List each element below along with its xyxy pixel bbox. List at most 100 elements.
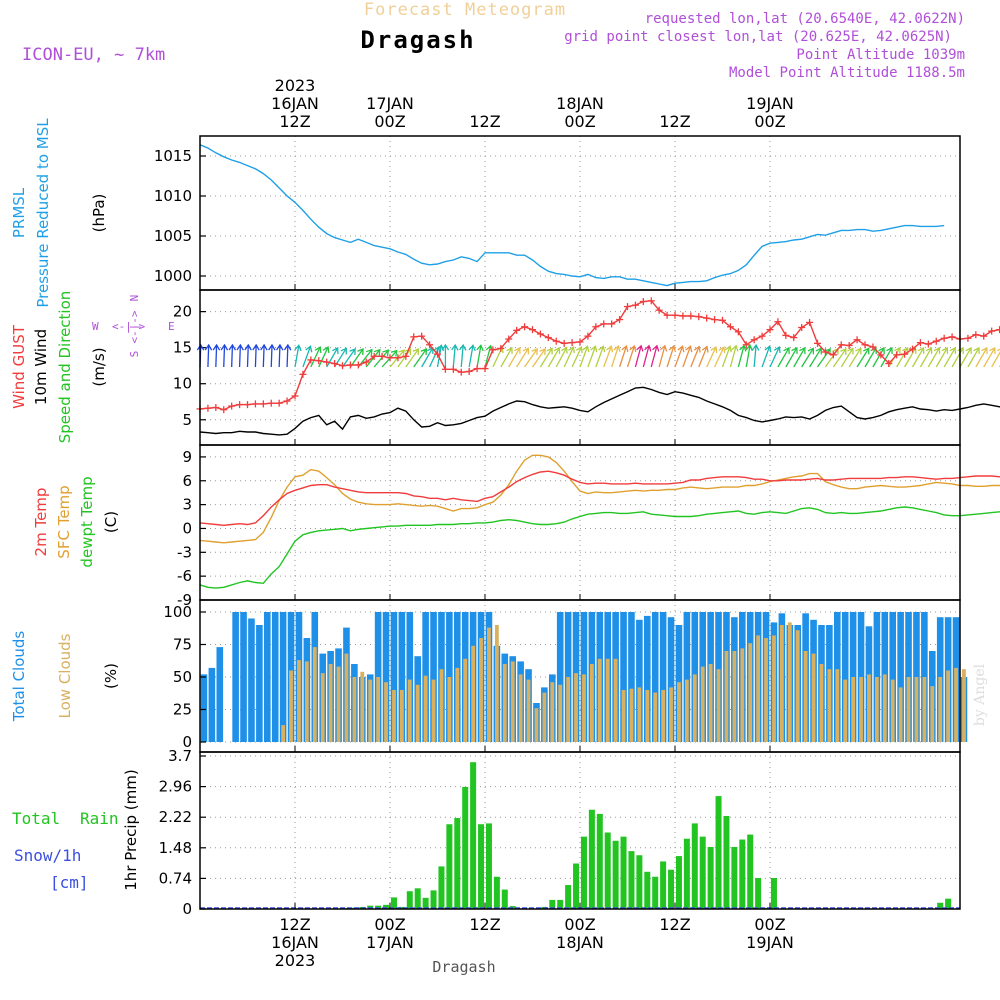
wind-arrow [769, 346, 780, 368]
precip-bar [747, 834, 754, 909]
wind-arrow-head [677, 345, 685, 353]
temp-label-2: SFC Temp [55, 485, 73, 558]
wind-arrow [389, 349, 405, 368]
low-cloud-bar [819, 664, 824, 742]
wind-arrow-head [724, 345, 732, 353]
low-cloud-bar [463, 658, 468, 742]
total-cloud-bar [659, 612, 667, 742]
precip-bar [644, 871, 651, 909]
precip-bar [422, 897, 429, 909]
wind-arrow [571, 346, 582, 368]
wind-arrow [904, 347, 917, 368]
pressure-ytick-label: 1000 [154, 267, 192, 285]
wind-arrow [555, 347, 568, 368]
low-cloud-bar [843, 679, 848, 742]
wind-arrow-head [412, 347, 420, 356]
wind-arrow [531, 348, 546, 368]
compass-vertical: <-|-> [128, 310, 141, 343]
precip-bar [675, 856, 682, 909]
wind-arrow-head [522, 347, 530, 355]
wind-arrow [223, 344, 226, 368]
low-cloud-bar [605, 658, 610, 742]
wind-arrow [959, 347, 972, 368]
cloud-unit: (%) [102, 663, 120, 689]
pressure-unit: (hPa) [90, 194, 108, 233]
low-cloud-bar [376, 677, 381, 742]
wind-arrow-head [739, 344, 747, 352]
wind-arrow [983, 347, 996, 368]
wind-arrow [318, 346, 329, 368]
wind-arrow [674, 346, 684, 368]
low-cloud-bar [938, 677, 943, 742]
wind-arrow-head [420, 347, 428, 356]
wind-arrow [579, 346, 589, 368]
temp-label-1: 2m Temp [32, 488, 50, 557]
bottom-time-label: 17JAN [366, 933, 414, 952]
precip-bar [573, 863, 580, 909]
low-cloud-bar [415, 684, 420, 742]
low-cloud-bar [510, 661, 515, 742]
low-cloud-bar [946, 670, 951, 742]
pressure-ytick-label: 1005 [154, 227, 192, 245]
wind-arrow-head [268, 343, 276, 351]
wind-arrow [302, 346, 312, 368]
cloud-ytick-label: 100 [163, 603, 192, 621]
wind-arrow [991, 351, 1000, 368]
wind-arrow-head [322, 345, 330, 354]
super-title: Forecast Meteogram [364, 0, 566, 20]
wind-arrow-head [917, 346, 925, 354]
precip-bar [588, 809, 595, 909]
wind-ytick-label: 10 [173, 375, 192, 393]
low-cloud-bar [700, 666, 705, 742]
low-cloud-bar [645, 690, 650, 742]
pressure-panel: 1000 1005 1010 1015 PRMSL Pressure Reduced … [10, 118, 961, 308]
precip-label-rain: Rain [80, 809, 119, 828]
wind-arrow [524, 348, 538, 368]
wind-arrow [341, 348, 356, 368]
precip-bar [636, 855, 643, 909]
low-cloud-bar [787, 622, 792, 742]
pressure-ytick-label: 1010 [154, 187, 192, 205]
wind-arrow [215, 344, 218, 368]
wind-arrow [896, 347, 909, 368]
wind-arrow-head [973, 346, 980, 354]
wind-arrow [935, 347, 948, 368]
model-altitude: Model Point Altitude 1188.5m [729, 65, 965, 81]
low-cloud-bar [597, 658, 602, 742]
wind-arrow [310, 346, 321, 368]
temp-ytick-label: 9 [182, 448, 192, 466]
precip-bar [454, 818, 461, 909]
pressure-label-2: Pressure Reduced to MSL [34, 118, 52, 308]
low-cloud-bar [384, 682, 388, 742]
low-cloud-bar [914, 677, 919, 742]
total-cloud-bar [683, 612, 691, 742]
dewpoint-line [199, 506, 1000, 589]
total-cloud-bar [390, 612, 398, 742]
clouds-panel: 0 25 50 75 100 Total Clouds Low Clouds (%) [10, 599, 968, 753]
top-time-label: 16JAN [271, 94, 319, 113]
total-cloud-bar [651, 612, 659, 742]
wind-arrow-head [941, 346, 949, 354]
wind-arrow-head [451, 343, 459, 351]
low-cloud-bar [399, 690, 404, 742]
wind-panel: 5 10 15 20 Wind GUST 10m Wind Speed and Dir… [10, 289, 1000, 446]
low-cloud-bar [962, 669, 966, 742]
precip-bar [501, 889, 508, 909]
wind-ytick-label: 20 [173, 303, 192, 321]
wind-arrow-head [878, 346, 885, 354]
total-cloud-bar [628, 612, 635, 742]
low-cloud-bar [574, 673, 578, 742]
wind-arrow [500, 347, 513, 368]
total-cloud-bar [382, 612, 390, 742]
low-cloud-bar [874, 677, 879, 742]
wind-arrow [801, 347, 814, 368]
compass-north: N [128, 295, 141, 302]
wind-arrow [349, 348, 364, 368]
wind-arrow-head [441, 343, 450, 351]
low-cloud-bar [281, 725, 286, 742]
wind-arrow-head [252, 343, 260, 351]
top-time-label: 00Z [754, 112, 785, 131]
temp-ytick-label: -9 [177, 591, 192, 609]
precip-bar [383, 904, 390, 909]
wind-ytick-label: 5 [182, 411, 192, 429]
